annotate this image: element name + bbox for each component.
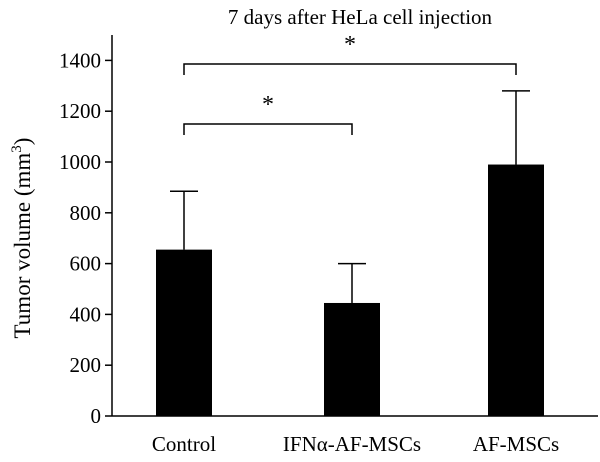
- x-tick-label: IFNα-AF-MSCs: [283, 432, 421, 456]
- y-tick-label: 1200: [59, 99, 101, 123]
- y-tick-label: 0: [91, 404, 102, 428]
- significance-brackets: **: [183, 32, 517, 135]
- y-tick-label: 1400: [59, 48, 101, 72]
- y-tick-label: 1000: [59, 150, 101, 174]
- x-tick-label: AF-MSCs: [473, 432, 559, 456]
- bar: [156, 249, 212, 416]
- y-tick-label: 200: [70, 353, 102, 377]
- bar: [324, 302, 380, 416]
- y-tick-label: 600: [70, 252, 102, 276]
- significance-star: *: [262, 92, 274, 118]
- y-axis-label-superscript: 3: [9, 145, 25, 153]
- y-tick-label: 400: [70, 302, 102, 326]
- significance-bracket: [183, 123, 353, 135]
- bar: [488, 164, 544, 416]
- bars: [156, 164, 544, 416]
- y-axis-label-main: Tumor volume (mm: [10, 153, 35, 339]
- chart-title: 7 days after HeLa cell injection: [228, 5, 493, 29]
- error-bars: [170, 90, 530, 303]
- x-axis-labels: Control IFNα-AF-MSCs AF-MSCs: [152, 432, 559, 456]
- significance-bracket: [183, 63, 517, 75]
- y-axis-label-close: ): [10, 138, 35, 146]
- axes: 0 200 400 600 800 1000 1200 1400: [59, 35, 598, 428]
- y-tick-label: 800: [70, 201, 102, 225]
- y-axis-label: Tumor volume (mm3): [9, 138, 35, 339]
- x-tick-label: Control: [152, 432, 216, 456]
- significance-star: *: [344, 32, 356, 58]
